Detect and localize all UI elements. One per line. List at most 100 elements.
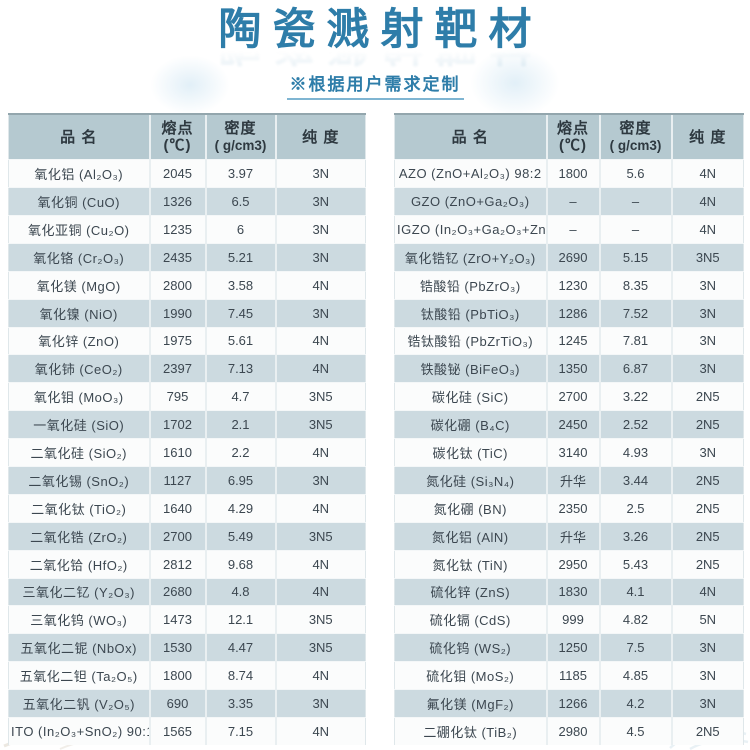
spec-tables-container: 品 名 熔点(℃) 密度 ( g/cm3) 纯 度 氧化铝 (Al₂O₃) 204…: [0, 113, 750, 745]
table-row: 氮化硼 (BN) 2350 2.5 2N5: [394, 493, 744, 523]
cell-mp: 1975: [148, 326, 206, 355]
cell-density: 3.26: [598, 521, 672, 551]
cell-name: 氧化钼 (MoO₃): [8, 382, 150, 411]
cell-purity: 2N5: [670, 465, 744, 495]
cell-name: 氮化铝 (AlN): [394, 521, 547, 551]
cell-mp: 1702: [148, 410, 206, 439]
cell-purity: 4N: [274, 493, 366, 523]
cell-purity: 3N5: [274, 521, 366, 551]
table-row: 氧化铬 (Cr₂O₃) 2435 5.21 3N: [8, 242, 366, 272]
cell-mp: 2397: [148, 354, 206, 383]
cell-name: ITO (In₂O₃+SnO₂) 90:10: [8, 716, 150, 745]
cell-purity: 4N: [274, 354, 366, 383]
table-row: 一氧化硅 (SiO) 1702 2.1 3N5: [8, 410, 366, 439]
cell-density: 4.93: [598, 438, 672, 467]
cell-purity: 4N: [274, 716, 366, 745]
cell-density: 2.52: [598, 410, 672, 439]
cell-mp: 1350: [545, 354, 600, 383]
cell-name: 氟化镁 (MgF₂): [394, 689, 547, 718]
table-row: 碳化钛 (TiC) 3140 4.93 3N: [394, 438, 744, 467]
table-row: GZO (ZnO+Ga₂O₃) – –4N: [394, 187, 744, 216]
cell-name: 氮化钛 (TiN): [394, 549, 547, 579]
header-density: 密度 ( g/cm3): [204, 113, 276, 160]
cell-purity: 4N: [670, 214, 744, 244]
cell-density: 5.21: [204, 242, 276, 272]
cell-density: 4.7: [204, 382, 276, 411]
header-melting-point: 熔点(℃): [148, 113, 206, 160]
table-row: 氮化钛 (TiN) 2950 5.43 2N5: [394, 549, 744, 579]
cell-name: 二氧化锆 (ZrO₂): [8, 521, 150, 551]
cell-mp: 1800: [545, 159, 600, 188]
cell-purity: 2N5: [670, 493, 744, 523]
cell-name: GZO (ZnO+Ga₂O₃): [394, 187, 547, 216]
cell-density: 2.1: [204, 410, 276, 439]
cell-name: 一氧化硅 (SiO): [8, 410, 150, 439]
cell-purity: 3N5: [670, 242, 744, 272]
cell-density: 5.43: [598, 549, 672, 579]
cell-name: 锆酸铅 (PbZrO₃): [394, 270, 547, 300]
cell-name: 二氧化锡 (SnO₂): [8, 465, 150, 495]
table-row: 二氧化锆 (ZrO₂) 2700 5.49 3N5: [8, 521, 366, 551]
table-row: 二氧化钛 (TiO₂) 1640 4.29 4N: [8, 493, 366, 523]
cell-density: 3.58: [204, 270, 276, 300]
cell-purity: 3N: [274, 214, 366, 244]
cell-purity: 4N: [274, 438, 366, 467]
cell-purity: 2N5: [670, 521, 744, 551]
cell-purity: 4N: [274, 549, 366, 579]
cell-density: 5.61: [204, 326, 276, 355]
table-row: 氧化镁 (MgO) 2800 3.58 4N: [8, 270, 366, 300]
cell-purity: 3N: [670, 354, 744, 383]
cell-purity: 4N: [274, 577, 366, 606]
cell-purity: 2N5: [670, 716, 744, 745]
cell-density: 8.35: [598, 270, 672, 300]
cell-purity: 2N5: [670, 410, 744, 439]
cell-mp: 2812: [148, 549, 206, 579]
cell-purity: 3N: [670, 298, 744, 327]
header-purity: 纯 度: [274, 113, 366, 160]
page-title: 陶瓷溅射靶材: [218, 6, 543, 54]
cell-purity: 4N: [670, 577, 744, 606]
cell-mp: 1326: [148, 187, 206, 216]
table-row: ITO (In₂O₃+SnO₂) 90:10 1565 7.15 4N: [8, 716, 366, 745]
cell-mp: 2980: [545, 716, 600, 745]
cell-purity: 4N: [670, 187, 744, 216]
page-header: 陶瓷溅射靶材 陶瓷溅射靶材 ※根据用户需求定制: [0, 0, 750, 101]
cell-mp: 1473: [148, 605, 206, 634]
cell-name: 氧化铝 (Al₂O₃): [8, 159, 150, 188]
cell-name: 硫化钼 (MoS₂): [394, 661, 547, 690]
cell-name: 二氧化钛 (TiO₂): [8, 493, 150, 523]
table-row: 五氧化二铌 (NbOx) 1530 4.47 3N5: [8, 633, 366, 662]
cell-purity: 3N5: [274, 410, 366, 439]
cell-density: 5.15: [598, 242, 672, 272]
cell-name: 碳化钛 (TiC): [394, 438, 547, 467]
table-header-row: 品 名 熔点(℃) 密度 ( g/cm3) 纯 度: [8, 113, 366, 160]
cell-name: 氧化镍 (NiO): [8, 298, 150, 327]
cell-density: 4.5: [598, 716, 672, 745]
header-purity: 纯 度: [670, 113, 744, 160]
cell-mp: 1990: [148, 298, 206, 327]
cell-name: 硫化镉 (CdS): [394, 605, 547, 634]
cell-mp: 1800: [148, 661, 206, 690]
cell-purity: 3N: [670, 326, 744, 355]
cell-purity: 3N: [670, 270, 744, 300]
cell-purity: 2N5: [670, 382, 744, 411]
table-row: 硫化镉 (CdS) 999 4.82 5N: [394, 605, 744, 634]
cell-mp: 795: [148, 382, 206, 411]
table-row: 氧化锆钇 (ZrO+Y₂O₃) 2690 5.15 3N5: [394, 242, 744, 272]
cell-density: 7.81: [598, 326, 672, 355]
cell-density: 12.1: [204, 605, 276, 634]
table-row: 三氧化二钇 (Y₂O₃) 2680 4.8 4N: [8, 577, 366, 606]
cell-name: 二氧化铪 (HfO₂): [8, 549, 150, 579]
table-header-row: 品 名 熔点(℃) 密度 ( g/cm3) 纯 度: [394, 113, 744, 160]
cell-mp: 2700: [545, 382, 600, 411]
cell-density: 7.52: [598, 298, 672, 327]
cell-name: 铁酸铋 (BiFeO₃): [394, 354, 547, 383]
cell-name: 氮化硅 (Si₃N₄): [394, 465, 547, 495]
table-row: 硫化锌 (ZnS) 1830 4.1 4N: [394, 577, 744, 606]
cell-name: AZO (ZnO+Al₂O₃) 98:2: [394, 159, 547, 188]
cell-name: 锆钛酸铅 (PbZrTiO₃): [394, 326, 547, 355]
cell-name: 五氧化二钽 (Ta₂O₅): [8, 661, 150, 690]
cell-density: 4.8: [204, 577, 276, 606]
cell-density: 5.49: [204, 521, 276, 551]
cell-purity: 3N: [670, 689, 744, 718]
